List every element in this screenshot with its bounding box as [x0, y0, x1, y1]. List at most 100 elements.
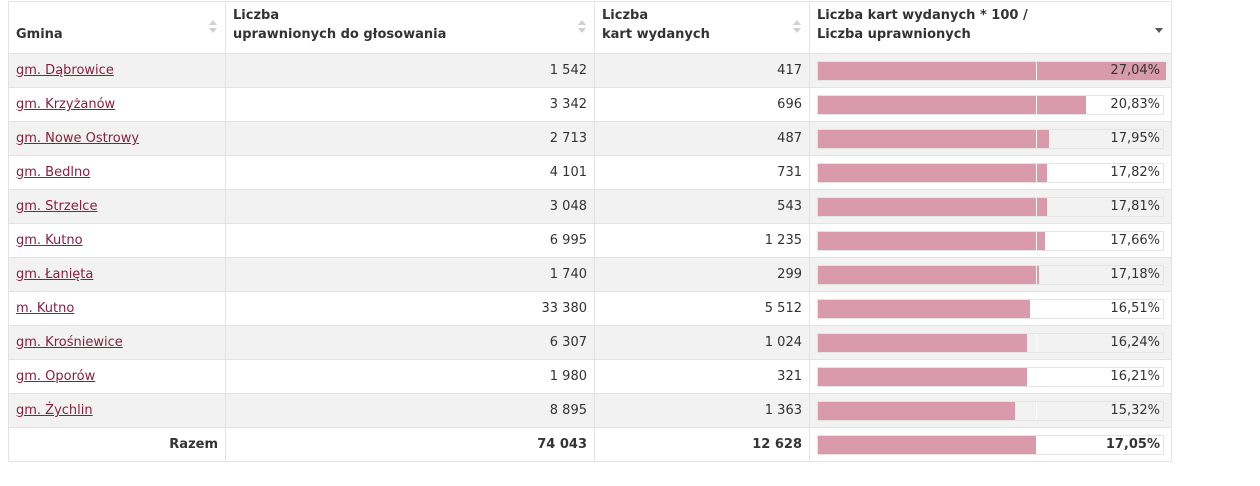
turnout-bar: 17,05% — [817, 434, 1164, 455]
pct-label: 16,24% — [1110, 334, 1160, 350]
gmina-link[interactable]: gm. Krzyżanów — [16, 97, 116, 112]
table-row: gm. Żychlin 8 895 1 363 15,32% — [8, 393, 1172, 428]
turnout-bar: 17,82% — [817, 162, 1164, 183]
uprawnionych-cell: 6 307 — [225, 325, 595, 360]
total-row: Razem 74 043 12 628 17,05% — [8, 427, 1172, 462]
pct-cell: 17,95% — [809, 121, 1172, 156]
pct-cell: 16,51% — [809, 291, 1172, 326]
karty-cell: 5 512 — [594, 291, 810, 326]
header-frekwencja-line1: Liczba kart wydanych * 100 / — [817, 8, 1028, 23]
uprawnionych-cell: 1 980 — [225, 359, 595, 394]
gmina-cell: gm. Dąbrowice — [8, 53, 226, 88]
sort-icon — [793, 20, 801, 36]
turnout-bar-average-marker — [1036, 435, 1037, 454]
results-table-container: Gmina Liczba uprawnionych do głosowania … — [8, 1, 1172, 462]
table-row: gm. Oporów 1 980 321 16,21% — [8, 359, 1172, 394]
table-row: gm. Łanięta 1 740 299 17,18% — [8, 257, 1172, 292]
pct-cell: 16,21% — [809, 359, 1172, 394]
uprawnionych-cell: 3 048 — [225, 189, 595, 224]
uprawnionych-cell: 3 342 — [225, 87, 595, 122]
karty-cell: 731 — [594, 155, 810, 190]
header-gmina[interactable]: Gmina — [8, 1, 226, 54]
turnout-bar-fill — [818, 435, 1037, 454]
turnout-bar-average-marker — [1036, 401, 1037, 420]
pct-label: 17,82% — [1110, 164, 1160, 180]
turnout-bar-fill — [818, 299, 1030, 318]
turnout-bar-fill — [818, 61, 1166, 80]
total-uprawnionych: 74 043 — [225, 427, 595, 462]
gmina-cell: m. Kutno — [8, 291, 226, 326]
karty-cell: 321 — [594, 359, 810, 394]
gmina-link[interactable]: gm. Oporów — [16, 369, 96, 384]
pct-label: 16,51% — [1110, 300, 1160, 316]
pct-cell: 27,04% — [809, 53, 1172, 88]
pct-label: 17,66% — [1110, 232, 1160, 248]
pct-cell: 17,81% — [809, 189, 1172, 224]
total-label: Razem — [8, 427, 226, 462]
gmina-cell: gm. Żychlin — [8, 393, 226, 428]
pct-label: 17,95% — [1110, 130, 1160, 146]
pct-label: 20,83% — [1110, 96, 1160, 112]
turnout-bar-fill — [818, 333, 1027, 352]
header-frekwencja[interactable]: Liczba kart wydanych * 100 / Liczba upra… — [809, 1, 1172, 54]
gmina-cell: gm. Krzyżanów — [8, 87, 226, 122]
uprawnionych-cell: 6 995 — [225, 223, 595, 258]
pct-label: 17,81% — [1110, 198, 1160, 214]
gmina-cell: gm. Krośniewice — [8, 325, 226, 360]
gmina-link[interactable]: gm. Łanięta — [16, 267, 94, 282]
table-row: gm. Krzyżanów 3 342 696 20,83% — [8, 87, 1172, 122]
header-uprawnionych-line1: Liczba — [233, 8, 280, 23]
header-frekwencja-line2: Liczba uprawnionych — [817, 27, 971, 42]
gmina-link[interactable]: gm. Bedlno — [16, 165, 91, 180]
header-row: Gmina Liczba uprawnionych do głosowania … — [8, 1, 1172, 54]
gmina-link[interactable]: gm. Krośniewice — [16, 335, 123, 350]
table-body: gm. Dąbrowice 1 542 417 27,04% gm. Krzyżanów… — [8, 53, 1172, 428]
gmina-link[interactable]: gm. Dąbrowice — [16, 63, 114, 78]
turnout-bar-fill — [818, 197, 1047, 216]
turnout-bar: 16,24% — [817, 332, 1164, 353]
karty-cell: 487 — [594, 121, 810, 156]
turnout-bar-average-marker — [1036, 61, 1037, 80]
header-karty[interactable]: Liczba kart wydanych — [594, 1, 810, 54]
gmina-link[interactable]: m. Kutno — [16, 301, 75, 316]
uprawnionych-cell: 33 380 — [225, 291, 595, 326]
turnout-bar-average-marker — [1036, 95, 1037, 114]
gmina-cell: gm. Nowe Ostrowy — [8, 121, 226, 156]
header-uprawnionych-line2: uprawnionych do głosowania — [233, 27, 447, 42]
header-karty-line2: kart wydanych — [602, 27, 710, 42]
gmina-cell: gm. Kutno — [8, 223, 226, 258]
gmina-link[interactable]: gm. Nowe Ostrowy — [16, 131, 140, 146]
gmina-cell: gm. Strzelce — [8, 189, 226, 224]
turnout-bar-fill — [818, 163, 1047, 182]
turnout-bar-average-marker — [1036, 163, 1037, 182]
header-uprawnionych[interactable]: Liczba uprawnionych do głosowania — [225, 1, 595, 54]
gmina-link[interactable]: gm. Żychlin — [16, 403, 93, 418]
turnout-bar: 17,18% — [817, 264, 1164, 285]
turnout-bar: 16,21% — [817, 366, 1164, 387]
turnout-bar: 16,51% — [817, 298, 1164, 319]
turnout-bar-fill — [818, 401, 1015, 420]
table-row: m. Kutno 33 380 5 512 16,51% — [8, 291, 1172, 326]
sort-descending-icon — [1155, 20, 1163, 36]
pct-cell: 15,32% — [809, 393, 1172, 428]
pct-label: 17,18% — [1110, 266, 1160, 282]
gmina-link[interactable]: gm. Kutno — [16, 233, 83, 248]
total-karty: 12 628 — [594, 427, 810, 462]
table-row: gm. Bedlno 4 101 731 17,82% — [8, 155, 1172, 190]
pct-cell: 16,24% — [809, 325, 1172, 360]
gmina-link[interactable]: gm. Strzelce — [16, 199, 98, 214]
sort-icon — [209, 20, 217, 36]
gmina-cell: gm. Łanięta — [8, 257, 226, 292]
turnout-bar-average-marker — [1036, 197, 1037, 216]
turnout-bar-fill — [818, 95, 1086, 114]
karty-cell: 1 235 — [594, 223, 810, 258]
turnout-bar: 15,32% — [817, 400, 1164, 421]
karty-cell: 696 — [594, 87, 810, 122]
karty-cell: 1 363 — [594, 393, 810, 428]
gmina-cell: gm. Bedlno — [8, 155, 226, 190]
pct-cell: 17,66% — [809, 223, 1172, 258]
pct-cell: 17,18% — [809, 257, 1172, 292]
turnout-bar: 17,66% — [817, 230, 1164, 251]
pct-label: 15,32% — [1110, 402, 1160, 418]
uprawnionych-cell: 1 542 — [225, 53, 595, 88]
